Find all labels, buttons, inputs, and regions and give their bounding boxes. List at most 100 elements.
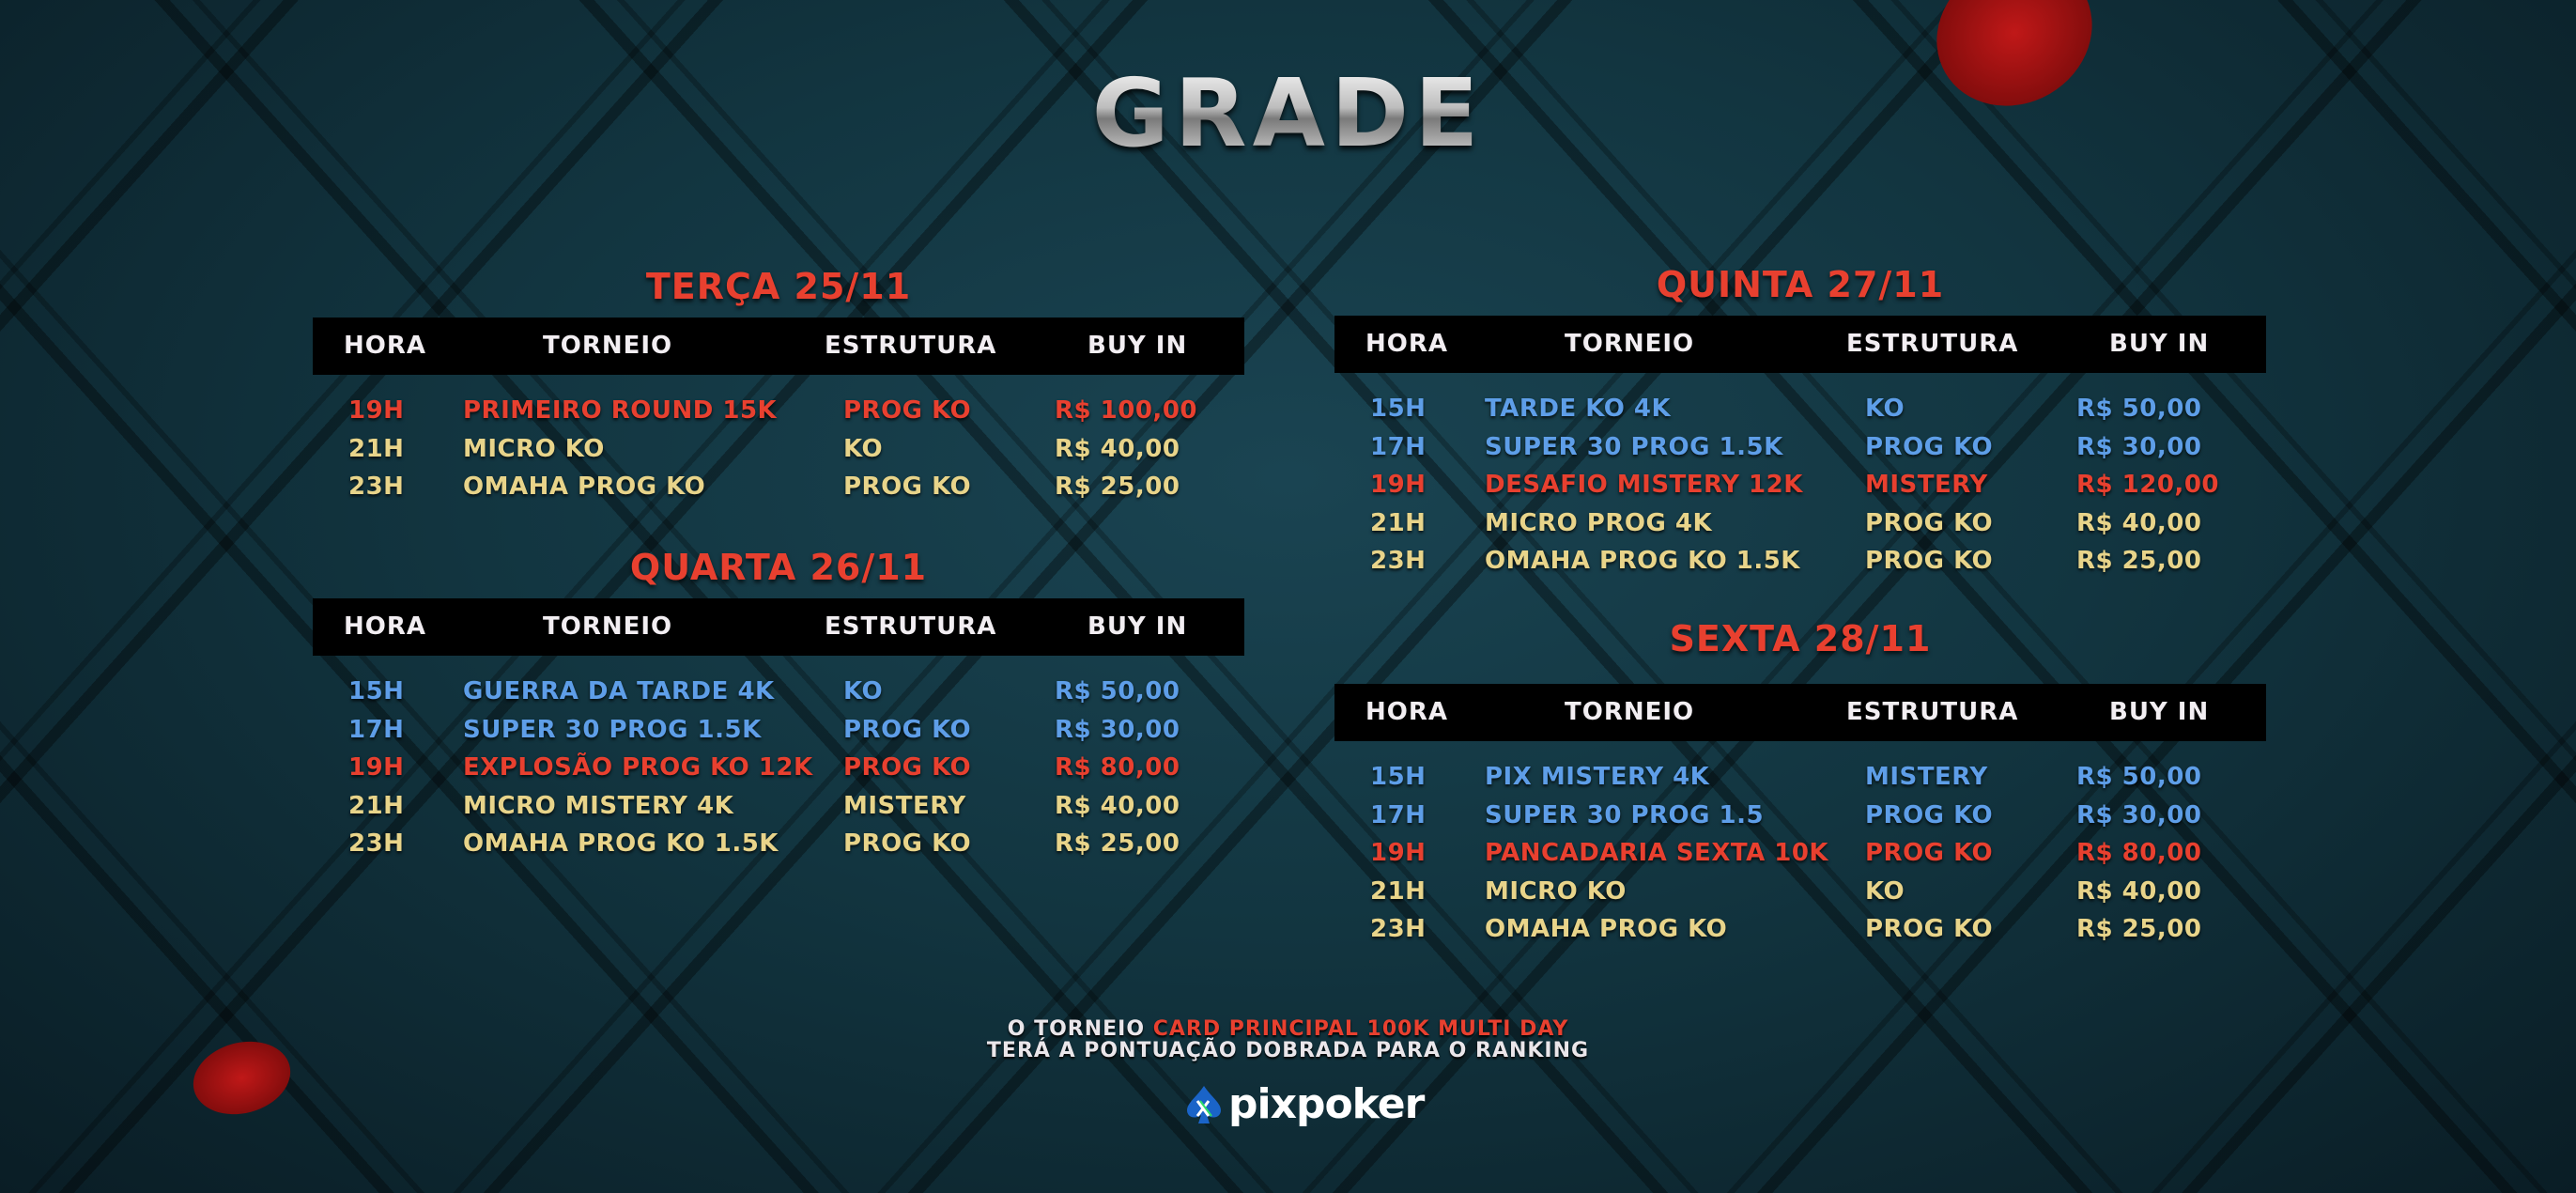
cell-torneio: MICRO MISTERY 4K xyxy=(463,791,734,820)
cell-buy-in: R$ 30,00 xyxy=(2076,432,2202,461)
cell-hora: 21H xyxy=(348,434,405,463)
table-header: HORA TORNEIO ESTRUTURA BUY IN xyxy=(1334,684,2266,741)
cell-estrutura: PROG KO xyxy=(843,396,972,425)
table-header: HORA TORNEIO ESTRUTURA BUY IN xyxy=(313,318,1244,375)
header-torneio: TORNEIO xyxy=(543,332,673,360)
cell-buy-in: R$ 30,00 xyxy=(2076,800,2202,829)
cell-buy-in: R$ 40,00 xyxy=(2076,876,2202,906)
table-row: 15H TARDE KO 4K KO R$ 50,00 xyxy=(1334,395,2266,432)
header-torneio: TORNEIO xyxy=(543,612,673,641)
header-hora: HORA xyxy=(1365,698,1449,726)
header-buy-in: BUY IN xyxy=(1087,332,1188,360)
cell-torneio: SUPER 30 PROG 1.5K xyxy=(1485,432,1783,461)
footer-prefix: O TORNEIO xyxy=(1007,1017,1153,1041)
cell-torneio: OMAHA PROG KO xyxy=(463,473,706,501)
table-row: 17H SUPER 30 PROG 1.5K PROG KO R$ 30,00 xyxy=(1334,433,2266,471)
cell-torneio: SUPER 30 PROG 1.5K xyxy=(463,715,762,744)
cell-hora: 19H xyxy=(348,753,405,782)
table-row: 19H DESAFIO MISTERY 12K MISTERY R$ 120,0… xyxy=(1334,471,2266,508)
header-estrutura: ESTRUTURA xyxy=(1846,698,2019,726)
cell-estrutura: PROG KO xyxy=(1865,508,1994,537)
table-row: 23H OMAHA PROG KO 1.5K PROG KO R$ 25,00 xyxy=(1334,547,2266,584)
cell-estrutura: PROG KO xyxy=(843,473,972,501)
cell-estrutura: PROG KO xyxy=(1865,547,1994,575)
table-header: HORA TORNEIO ESTRUTURA BUY IN xyxy=(1334,316,2266,373)
header-estrutura: ESTRUTURA xyxy=(825,612,997,641)
cell-hora: 23H xyxy=(1370,915,1427,943)
cell-estrutura: PROG KO xyxy=(843,829,972,858)
table-row: 21H MICRO MISTERY 4K MISTERY R$ 40,00 xyxy=(313,792,1244,829)
cell-torneio: MICRO PROG 4K xyxy=(1485,508,1713,537)
header-estrutura: ESTRUTURA xyxy=(1846,330,2019,358)
cell-hora: 17H xyxy=(348,715,405,744)
cell-estrutura: PROG KO xyxy=(1865,432,1994,461)
cell-buy-in: R$ 25,00 xyxy=(2076,547,2202,575)
header-hora: HORA xyxy=(344,612,427,641)
header-estrutura: ESTRUTURA xyxy=(825,332,997,360)
cell-torneio: OMAHA PROG KO 1.5K xyxy=(1485,547,1800,575)
cell-estrutura: PROG KO xyxy=(843,715,972,744)
cell-estrutura: KO xyxy=(843,434,884,463)
table-row: 23H OMAHA PROG KO PROG KO R$ 25,00 xyxy=(1334,915,2266,953)
cell-buy-in: R$ 40,00 xyxy=(1055,791,1180,820)
cell-torneio: SUPER 30 PROG 1.5 xyxy=(1485,800,1765,829)
cell-estrutura: KO xyxy=(1865,876,1905,906)
cell-buy-in: R$ 25,00 xyxy=(1055,829,1180,858)
cell-estrutura: KO xyxy=(843,677,884,705)
cell-hora: 23H xyxy=(1370,547,1427,575)
cell-hora: 17H xyxy=(1370,432,1427,461)
cell-torneio: OMAHA PROG KO xyxy=(1485,915,1728,943)
table-row: 23H OMAHA PROG KO 1.5K PROG KO R$ 25,00 xyxy=(313,829,1244,867)
table-row: 19H PANCADARIA SEXTA 10K PROG KO R$ 80,0… xyxy=(1334,839,2266,876)
table-row: 21H MICRO PROG 4K PROG KO R$ 40,00 xyxy=(1334,509,2266,547)
header-buy-in: BUY IN xyxy=(2109,698,2210,726)
cell-buy-in: R$ 40,00 xyxy=(2076,508,2202,537)
table-row: 15H PIX MISTERY 4K MISTERY R$ 50,00 xyxy=(1334,763,2266,800)
cell-hora: 19H xyxy=(1370,839,1427,867)
cell-torneio: PIX MISTERY 4K xyxy=(1485,763,1710,791)
header-buy-in: BUY IN xyxy=(1087,612,1188,641)
cell-torneio: GUERRA DA TARDE 4K xyxy=(463,677,775,705)
cell-torneio: OMAHA PROG KO 1.5K xyxy=(463,829,779,858)
day-title: QUARTA 26/11 xyxy=(629,547,928,588)
cell-buy-in: R$ 80,00 xyxy=(1055,753,1180,782)
cell-buy-in: R$ 30,00 xyxy=(1055,715,1180,744)
cell-hora: 19H xyxy=(1370,471,1427,499)
table-row: 15H GUERRA DA TARDE 4K KO R$ 50,00 xyxy=(313,677,1244,715)
table-row: 19H PRIMEIRO ROUND 15K PROG KO R$ 100,00 xyxy=(313,396,1244,434)
cell-estrutura: PROG KO xyxy=(1865,800,1994,829)
cell-hora: 21H xyxy=(348,791,405,820)
day-title: QUINTA 27/11 xyxy=(1656,264,1945,305)
cell-buy-in: R$ 40,00 xyxy=(1055,434,1180,463)
footer-line-1: O TORNEIO CARD PRINCIPAL 100K MULTI DAY xyxy=(0,1017,2576,1041)
cell-hora: 19H xyxy=(348,396,405,425)
cell-torneio: PRIMEIRO ROUND 15K xyxy=(463,396,778,425)
cell-torneio: TARDE KO 4K xyxy=(1485,395,1672,423)
cell-hora: 15H xyxy=(1370,395,1427,423)
page-title: GRADE xyxy=(0,58,2576,168)
footer-line-2: TERÁ A PONTUAÇÃO DOBRADA PARA O RANKING xyxy=(986,1039,1590,1062)
cell-buy-in: R$ 80,00 xyxy=(2076,839,2202,867)
spade-icon xyxy=(1187,1085,1221,1123)
pixpoker-logo: pixpoker xyxy=(1185,1080,1425,1128)
cell-buy-in: R$ 100,00 xyxy=(1055,396,1197,425)
cell-torneio: MICRO KO xyxy=(463,434,605,463)
cell-buy-in: R$ 50,00 xyxy=(2076,763,2202,791)
cell-estrutura: MISTERY xyxy=(1865,471,1988,499)
cell-hora: 23H xyxy=(348,473,405,501)
table-row: 19H EXPLOSÃO PROG KO 12K PROG KO R$ 80,0… xyxy=(313,753,1244,791)
cell-hora: 21H xyxy=(1370,508,1427,537)
table-row: 21H MICRO KO KO R$ 40,00 xyxy=(1334,877,2266,915)
cell-estrutura: MISTERY xyxy=(1865,763,1988,791)
header-torneio: TORNEIO xyxy=(1565,330,1695,358)
cell-buy-in: R$ 25,00 xyxy=(2076,915,2202,943)
table-row: 17H SUPER 30 PROG 1.5 PROG KO R$ 30,00 xyxy=(1334,801,2266,839)
cell-estrutura: MISTERY xyxy=(843,791,966,820)
cell-hora: 15H xyxy=(348,677,405,705)
table-row: 23H OMAHA PROG KO PROG KO R$ 25,00 xyxy=(313,473,1244,510)
cell-buy-in: R$ 50,00 xyxy=(1055,677,1180,705)
cell-estrutura: KO xyxy=(1865,395,1905,423)
cell-torneio: MICRO KO xyxy=(1485,876,1627,906)
footer-highlight: CARD PRINCIPAL 100K MULTI DAY xyxy=(1152,1017,1569,1041)
header-hora: HORA xyxy=(344,332,427,360)
